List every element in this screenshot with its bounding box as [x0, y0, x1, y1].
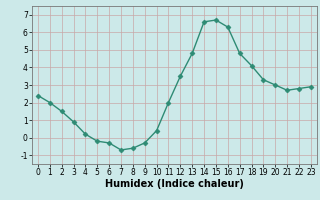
X-axis label: Humidex (Indice chaleur): Humidex (Indice chaleur)	[105, 179, 244, 189]
